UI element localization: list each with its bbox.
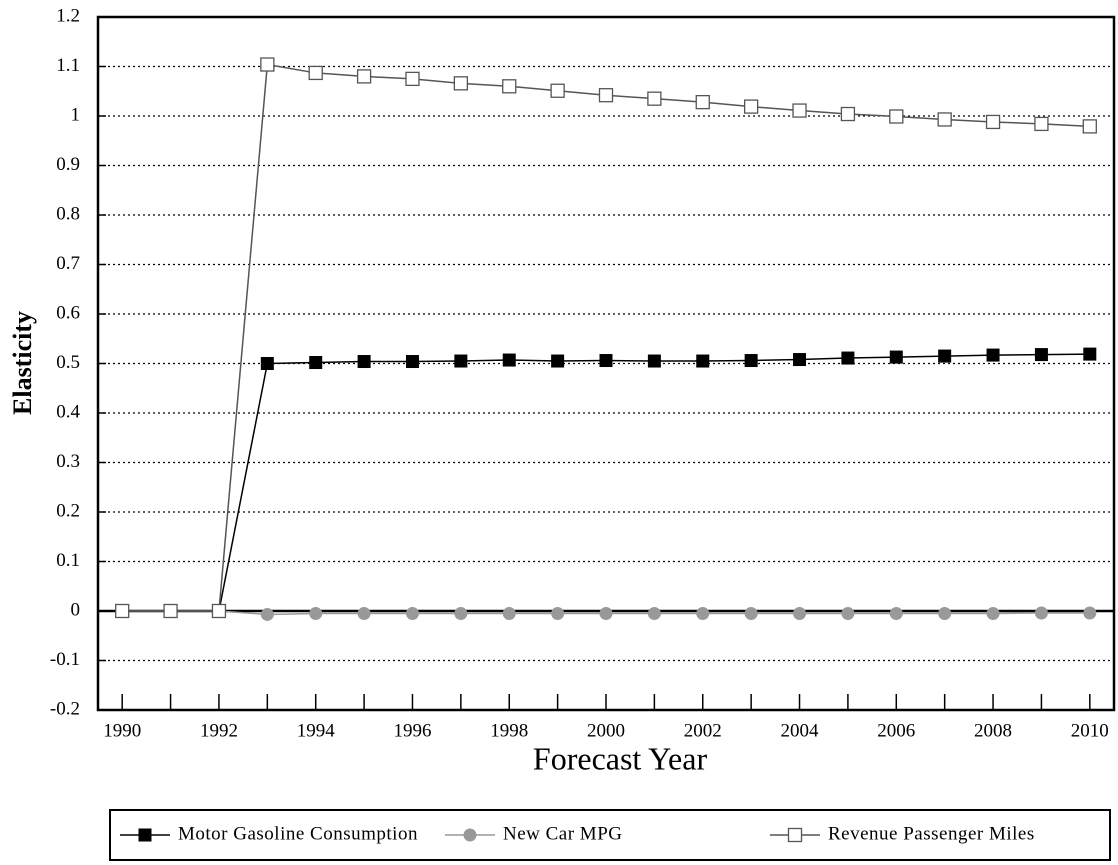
marker (405, 355, 419, 369)
legend-label: Motor Gasoline Consumption (178, 823, 418, 844)
marker (1083, 606, 1097, 620)
marker (551, 606, 565, 620)
marker (599, 606, 613, 620)
marker (841, 351, 855, 365)
marker (211, 603, 227, 619)
marker (938, 349, 952, 363)
x-tick-label: 1998 (490, 720, 528, 741)
legend-label: New Car MPG (503, 823, 623, 844)
marker (1034, 348, 1048, 362)
marker (744, 354, 758, 368)
x-tick-label: 2006 (877, 720, 915, 741)
marker (260, 607, 274, 621)
marker (986, 606, 1000, 620)
x-tick-label: 2002 (684, 720, 722, 741)
y-tick-label: 0.1 (56, 550, 80, 571)
marker (309, 356, 323, 370)
marker (454, 606, 468, 620)
marker (356, 69, 372, 84)
marker (357, 606, 371, 620)
x-tick-label: 1994 (297, 720, 336, 741)
legend-frame (109, 809, 1111, 861)
marker (260, 57, 275, 72)
marker (502, 79, 517, 94)
marker (647, 91, 662, 106)
marker (454, 354, 468, 368)
marker (793, 353, 807, 367)
marker (1034, 606, 1048, 620)
marker (889, 350, 903, 364)
marker (743, 99, 759, 114)
marker (792, 103, 807, 118)
y-tick-label: 1.1 (56, 55, 80, 76)
x-tick-label: 2008 (974, 720, 1012, 741)
x-tick-label: 1990 (103, 720, 141, 741)
marker (502, 353, 516, 367)
y-tick-label: 0 (71, 599, 81, 620)
marker (696, 606, 710, 620)
marker (889, 606, 903, 620)
marker (744, 606, 758, 620)
marker (163, 603, 178, 619)
marker (599, 354, 613, 368)
marker (453, 76, 469, 91)
y-tick-label: 1.2 (56, 5, 80, 26)
marker (793, 606, 807, 620)
marker (937, 112, 952, 127)
y-tick-label: 0.7 (56, 253, 80, 274)
marker (841, 606, 855, 620)
marker (695, 94, 710, 110)
marker (309, 606, 323, 620)
y-tick-label: 0.8 (56, 203, 80, 224)
marker (598, 88, 614, 103)
x-tick-label: 2004 (781, 720, 820, 741)
x-tick-label: 1996 (393, 720, 431, 741)
series-line (122, 63, 1090, 612)
y-tick-label: 0.6 (56, 302, 80, 323)
marker (647, 354, 661, 368)
marker (840, 106, 856, 122)
x-axis-title: Forecast Year (533, 740, 708, 776)
marker (502, 606, 516, 620)
marker (260, 357, 274, 370)
y-tick-label: 0.5 (56, 352, 80, 373)
marker (1082, 119, 1097, 134)
marker (405, 71, 420, 87)
marker (308, 65, 323, 81)
y-axis-title: Elasticity (8, 311, 37, 415)
marker (696, 354, 710, 368)
marker (138, 828, 152, 842)
marker (405, 606, 419, 620)
marker (938, 606, 952, 620)
y-tick-label: -0.2 (50, 698, 80, 719)
y-tick-label: 0.3 (56, 451, 80, 472)
marker (115, 603, 130, 619)
marker (889, 109, 904, 124)
y-tick-label: 1 (71, 104, 81, 125)
marker (1083, 347, 1097, 361)
marker (551, 354, 565, 368)
marker (463, 828, 477, 842)
y-tick-label: 0.4 (56, 401, 80, 422)
marker (986, 348, 1000, 362)
plot-frame (96, 15, 1116, 712)
marker (985, 114, 1001, 130)
legend-label: Revenue Passenger Miles (828, 823, 1035, 844)
x-tick-label: 1992 (200, 720, 238, 741)
marker (550, 83, 565, 98)
x-tick-label: 2010 (1071, 720, 1109, 741)
y-tick-label: 0.9 (56, 154, 80, 175)
marker (1034, 116, 1049, 132)
marker (357, 355, 371, 369)
y-tick-label: 0.2 (56, 500, 80, 521)
x-tick-label: 2000 (587, 720, 625, 741)
series-line (122, 353, 1090, 612)
y-tick-label: -0.1 (50, 649, 80, 670)
marker (787, 827, 803, 843)
marker (647, 606, 661, 620)
